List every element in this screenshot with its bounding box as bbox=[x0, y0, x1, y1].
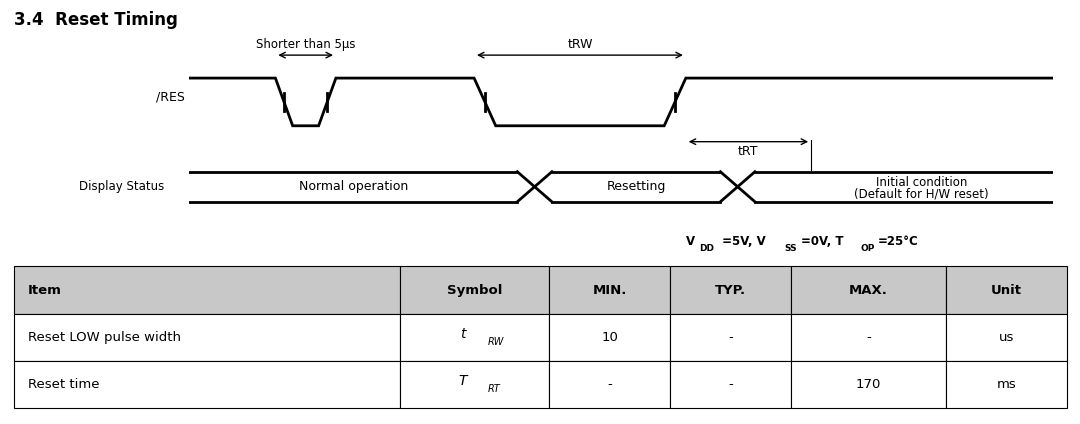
Text: -: - bbox=[607, 378, 612, 391]
Text: Resetting: Resetting bbox=[607, 180, 665, 193]
Bar bbox=[670, 313, 791, 360]
Bar bbox=[791, 360, 946, 408]
Bar bbox=[400, 313, 549, 360]
Bar bbox=[400, 266, 549, 313]
Bar bbox=[549, 313, 670, 360]
Text: 170: 170 bbox=[855, 378, 881, 391]
Bar bbox=[14, 266, 400, 313]
Text: /RES: /RES bbox=[156, 90, 185, 103]
Text: Unit: Unit bbox=[991, 284, 1022, 296]
Text: =5V, V: =5V, V bbox=[718, 235, 766, 248]
Text: TYP.: TYP. bbox=[715, 284, 746, 296]
Text: 3.4  Reset Timing: 3.4 Reset Timing bbox=[14, 11, 178, 28]
Text: OP: OP bbox=[861, 244, 875, 253]
Bar bbox=[670, 360, 791, 408]
Text: Item: Item bbox=[28, 284, 62, 296]
Bar bbox=[400, 360, 549, 408]
Text: -: - bbox=[728, 331, 733, 343]
Text: tRT: tRT bbox=[739, 145, 758, 158]
Text: Shorter than 5μs: Shorter than 5μs bbox=[256, 38, 355, 51]
FancyBboxPatch shape bbox=[59, 171, 185, 203]
Text: T: T bbox=[458, 374, 467, 388]
Text: us: us bbox=[999, 331, 1014, 343]
Text: V: V bbox=[686, 235, 694, 248]
Bar bbox=[670, 266, 791, 313]
Bar bbox=[14, 360, 400, 408]
Bar bbox=[549, 266, 670, 313]
Text: RT: RT bbox=[488, 384, 500, 394]
Text: 10: 10 bbox=[602, 331, 618, 343]
Text: -: - bbox=[866, 331, 870, 343]
Bar bbox=[946, 313, 1067, 360]
Text: t: t bbox=[460, 327, 465, 341]
Bar bbox=[14, 313, 400, 360]
Bar bbox=[946, 360, 1067, 408]
Text: MAX.: MAX. bbox=[849, 284, 888, 296]
Text: Reset LOW pulse width: Reset LOW pulse width bbox=[28, 331, 180, 343]
Text: Symbol: Symbol bbox=[447, 284, 502, 296]
Bar bbox=[549, 360, 670, 408]
Text: ms: ms bbox=[997, 378, 1016, 391]
Text: Normal operation: Normal operation bbox=[298, 180, 408, 193]
Text: DD: DD bbox=[699, 244, 714, 253]
Text: Reset time: Reset time bbox=[28, 378, 99, 391]
Text: Display Status: Display Status bbox=[80, 180, 164, 193]
Bar bbox=[791, 266, 946, 313]
Bar bbox=[791, 313, 946, 360]
Text: -: - bbox=[728, 378, 733, 391]
Text: (Default for H/W reset): (Default for H/W reset) bbox=[854, 187, 988, 200]
Text: Initial condition: Initial condition bbox=[876, 176, 967, 189]
Text: =25°C: =25°C bbox=[878, 235, 919, 248]
Text: tRW: tRW bbox=[567, 38, 593, 51]
Text: =0V, T: =0V, T bbox=[801, 235, 843, 248]
Text: RW: RW bbox=[488, 337, 504, 347]
Text: MIN.: MIN. bbox=[593, 284, 626, 296]
Text: SS: SS bbox=[784, 244, 797, 253]
Bar bbox=[946, 266, 1067, 313]
